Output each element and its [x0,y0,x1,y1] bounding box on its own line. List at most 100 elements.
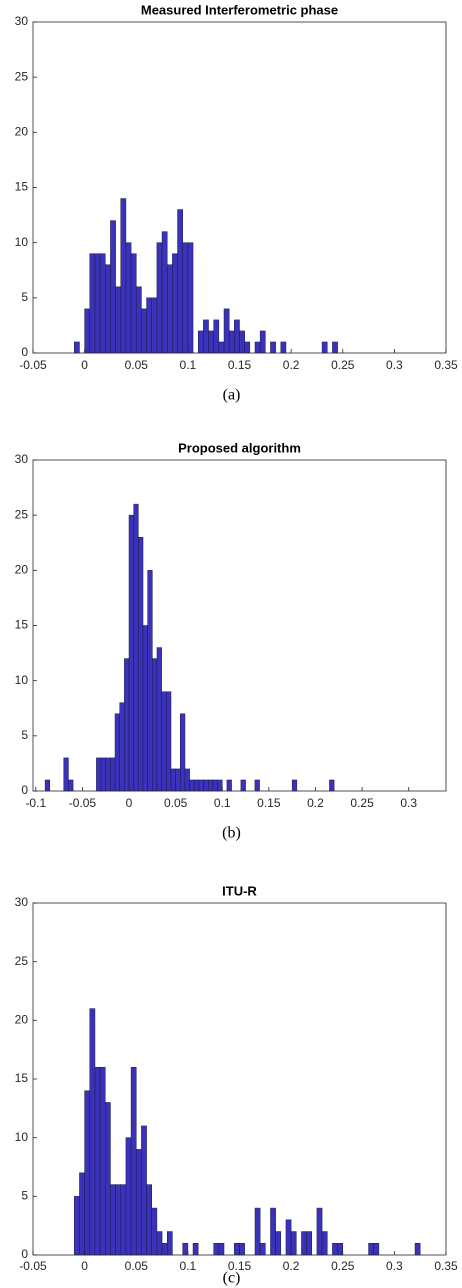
bar [151,297,158,354]
y-tick-label: 10 [15,673,29,687]
bar [203,779,209,792]
bar [234,1243,240,1256]
bar [187,242,194,354]
bar [130,1067,137,1256]
bar [259,330,266,354]
bar [259,1243,266,1256]
bar [124,658,130,792]
bar [142,625,148,792]
bar [332,341,338,354]
bar [234,319,240,354]
bar [99,253,106,354]
bar [152,658,158,792]
bar [285,1219,292,1256]
bar [223,308,230,354]
bar [156,647,162,792]
bar [192,1243,199,1256]
bar [170,768,176,792]
bar [110,1184,116,1256]
bar [239,1243,245,1256]
bar [44,779,51,792]
bar [156,242,163,354]
y-tick-label: 30 [15,14,29,28]
bar [208,330,214,354]
bar [133,503,139,792]
bar [254,341,261,354]
bar [217,779,223,792]
bar [125,1137,132,1256]
y-tick-label: 15 [15,618,29,632]
plot-area [33,460,446,791]
bar [240,779,246,792]
chart-title: Proposed algorithm [178,440,301,455]
bar [182,242,189,354]
caption: (c) [223,1270,241,1287]
bar [254,779,260,792]
bar [177,209,183,354]
bar [239,330,245,354]
bar [226,779,232,792]
bar [68,779,74,792]
x-tick-label: 0.15 [228,358,252,372]
y-tick-label: 5 [21,1189,28,1203]
bar [119,702,125,792]
bar [94,1067,101,1256]
bar [99,1067,106,1256]
x-tick-label: 0.25 [350,796,374,810]
bar [128,514,134,792]
bar [172,253,178,354]
x-tick-label: 0.05 [125,358,149,372]
y-tick-label: 15 [15,1071,29,1085]
x-tick-label: 0.3 [386,1259,403,1273]
x-tick-label: 0.1 [180,358,197,372]
x-tick-label: 0.15 [228,1259,252,1273]
y-tick-label: 0 [21,1247,28,1261]
bar [105,757,111,792]
bar [130,253,137,354]
x-tick-label: 0.15 [257,796,281,810]
x-tick-label: 0.3 [386,358,403,372]
x-tick-label: 0.1 [214,796,231,810]
bar [120,198,127,354]
bar [141,308,147,354]
bar [146,1184,152,1256]
bar [213,1243,220,1256]
bar [270,1207,276,1256]
bar [329,779,335,792]
bar [368,1243,374,1256]
bar [197,330,204,354]
bar [74,341,80,354]
y-tick-label: 15 [15,180,29,194]
chart-title: ITU-R [222,883,257,898]
bar [89,253,96,354]
y-tick-label: 5 [21,290,28,304]
bar [96,757,102,792]
x-tick-label: 0.35 [434,1259,458,1273]
x-tick-label: -0.05 [19,358,47,372]
bar [63,757,69,792]
bar [74,1196,80,1256]
bar [189,779,195,792]
bar [161,231,168,354]
bar [156,1231,163,1256]
y-tick-label: 10 [15,1130,29,1144]
x-tick-label: 0.05 [125,1259,149,1273]
y-tick-label: 10 [15,235,29,249]
bar [151,1207,158,1256]
bar [136,1149,142,1256]
bar [105,1102,111,1256]
caption: (b) [222,825,241,842]
bar [147,570,153,792]
bar [125,242,132,354]
x-tick-label: 0.25 [331,1259,355,1273]
x-tick-label: 0.2 [283,358,300,372]
x-tick-label: 0.05 [164,796,188,810]
bar [110,220,116,354]
bar [301,1231,307,1256]
bar [141,1125,147,1256]
y-tick-label: 25 [15,69,29,83]
bar [184,768,190,792]
